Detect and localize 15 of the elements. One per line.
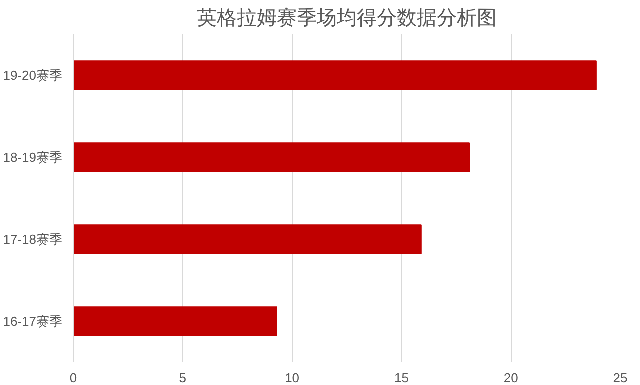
y-tick-label: 18-19赛季	[3, 150, 62, 165]
x-tick-label: 5	[179, 370, 187, 385]
bar	[74, 60, 597, 90]
x-tick-label: 0	[70, 370, 78, 385]
x-tick-label: 20	[504, 370, 518, 385]
bar	[74, 142, 470, 172]
x-tick-label: 10	[285, 370, 300, 385]
bar	[74, 306, 278, 336]
y-tick-label: 19-20赛季	[3, 68, 62, 83]
bar	[74, 224, 422, 254]
chart-title: 英格拉姆赛季场均得分数据分析图	[197, 8, 497, 30]
x-tick-label: 15	[394, 370, 409, 385]
y-tick-label: 16-17赛季	[3, 314, 62, 329]
y-tick-label: 17-18赛季	[3, 232, 62, 247]
x-tick-label: 25	[613, 370, 628, 385]
